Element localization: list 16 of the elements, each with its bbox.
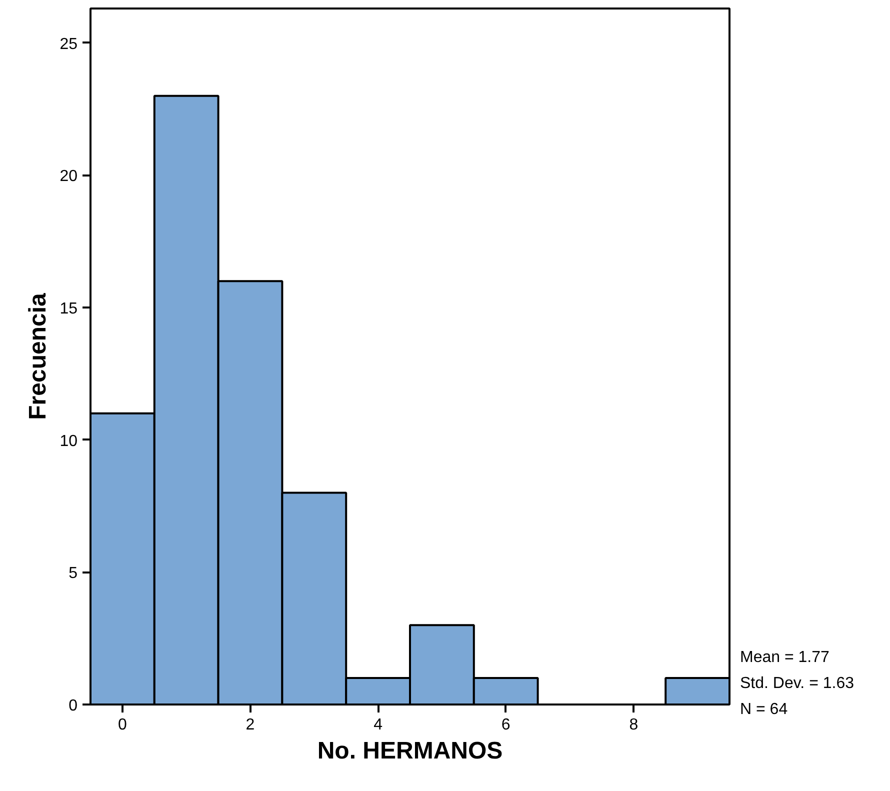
x-tick-label: 2 [246, 716, 255, 734]
y-tick-label: 10 [60, 432, 78, 450]
text: N = 64 [740, 701, 788, 718]
y-axis-title: Frecuencia [24, 292, 52, 420]
y-tick-label: 20 [60, 168, 78, 186]
text: Std. Dev. = 1.63 [740, 675, 854, 692]
y-tick-label: 5 [68, 565, 78, 582]
y-tick-label: 15 [60, 300, 78, 318]
x-tick-label: 8 [629, 716, 638, 734]
x-axis-title: No. HERMANOS [317, 738, 503, 764]
y-tick-label: 25 [60, 36, 78, 53]
text: Mean = 1.77 [740, 649, 830, 666]
x-tick-label: 4 [374, 716, 383, 734]
y-tick-label: 0 [68, 698, 78, 714]
x-tick-label: 0 [118, 716, 127, 734]
x-tick-label: 6 [501, 716, 510, 734]
